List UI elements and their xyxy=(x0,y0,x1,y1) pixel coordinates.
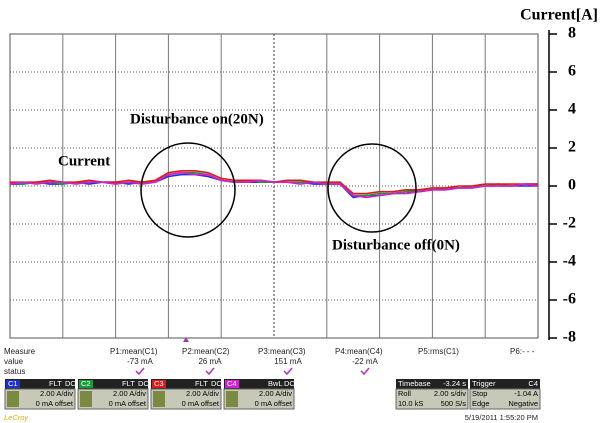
timebase-srate: 500 S/s xyxy=(441,399,467,408)
param-value: -73 mA xyxy=(127,357,153,366)
timebase-label: Timebase xyxy=(398,379,431,388)
measure-label: value xyxy=(4,357,24,366)
param-value: 151 mA xyxy=(274,357,302,366)
oscilloscope-chart: Current[A] -8 -6 -4 -2 0 2 4 6 8 Disturbance on(… xyxy=(0,0,604,423)
y-tick-label: -4 xyxy=(563,253,576,270)
param-name: P5:rms(C1) xyxy=(418,347,459,356)
channel-flag: DC xyxy=(138,379,149,388)
legend-entry: C4 xyxy=(227,379,237,388)
annotation: Current xyxy=(58,153,110,169)
timestamp: 5/19/2011 1:55:20 PM xyxy=(465,413,538,422)
trigger-source: C4 xyxy=(528,379,538,388)
channel-icon xyxy=(80,391,92,407)
channel-flag: FLT xyxy=(49,379,62,388)
status-check xyxy=(136,368,369,374)
legend-entry: C3 xyxy=(154,379,164,388)
param-name: P3:mean(C3) xyxy=(258,347,306,356)
channel-icon xyxy=(153,391,165,407)
y-tick-label: 2 xyxy=(568,139,576,156)
param-name: P4:mean(C4) xyxy=(335,347,383,356)
channel-flag: DC xyxy=(211,379,222,388)
trigger-kind: Edge xyxy=(472,399,490,408)
y-tick-label: 0 xyxy=(568,177,576,194)
annotation: Disturbance on(20N) xyxy=(130,111,264,127)
y-tick-label: -6 xyxy=(563,291,576,308)
channel-scale: 2.00 A/div xyxy=(40,389,73,398)
channel-flag: DC xyxy=(65,379,76,388)
plot: -8 -6 -4 -2 0 2 4 6 8 xyxy=(10,25,576,346)
y-tick-label: -2 xyxy=(563,215,576,232)
channel-icon xyxy=(7,391,19,407)
trigger-label: Trigger xyxy=(472,379,496,388)
param-name: P6:- - - xyxy=(510,347,535,356)
channel-flag: BwL xyxy=(268,379,283,388)
param-name: P2:mean(C2) xyxy=(182,347,230,356)
measure-label: status xyxy=(4,367,25,376)
channel-flag: DC xyxy=(284,379,295,388)
trigger-box: Trigger C4 Stop -1.04 A Edge Negative xyxy=(470,379,540,409)
channel-flag: FLT xyxy=(122,379,135,388)
channel-offset: 0 mA offset xyxy=(255,399,293,408)
y-tick-label: 6 xyxy=(568,63,576,80)
trigger-slope: Negative xyxy=(508,399,538,408)
channel-flag: FLT xyxy=(195,379,208,388)
timebase-delay: -3.24 s xyxy=(443,379,466,388)
measure-label: Measure xyxy=(4,347,36,356)
channel-offset: 0 mA offset xyxy=(109,399,147,408)
channel-scale: 2.00 A/div xyxy=(113,389,146,398)
trigger-level: -1.04 A xyxy=(514,389,538,398)
y-tick-label: -8 xyxy=(563,329,576,346)
channel-scale: 2.00 A/div xyxy=(186,389,219,398)
channel-offset: 0 mA offset xyxy=(36,399,74,408)
timebase-rate: 2.00 s/div xyxy=(434,389,466,398)
chart-title: Current[A] xyxy=(520,7,598,24)
trigger-state: Stop xyxy=(472,389,487,398)
timebase-samples: 10.0 kS xyxy=(398,399,423,408)
timebase-box: Timebase -3.24 s Roll 2.00 s/div 10.0 kS… xyxy=(396,379,468,409)
channel-offset: 0 mA offset xyxy=(182,399,220,408)
annotation: Disturbance off(0N) xyxy=(332,237,460,253)
channel-icon xyxy=(226,391,238,407)
y-tick-label: 4 xyxy=(568,101,576,118)
brand: LeCroy xyxy=(4,413,29,422)
param-value: -22 mA xyxy=(352,357,378,366)
legend-entry: C1 xyxy=(8,379,18,388)
legend-entry: C2 xyxy=(81,379,91,388)
timebase-mode: Roll xyxy=(398,389,411,398)
y-tick-label: 8 xyxy=(568,25,576,42)
channel-scale: 2.00 A/div xyxy=(259,389,292,398)
param-name: P1:mean(C1) xyxy=(110,347,158,356)
param-value: 26 mA xyxy=(198,357,222,366)
